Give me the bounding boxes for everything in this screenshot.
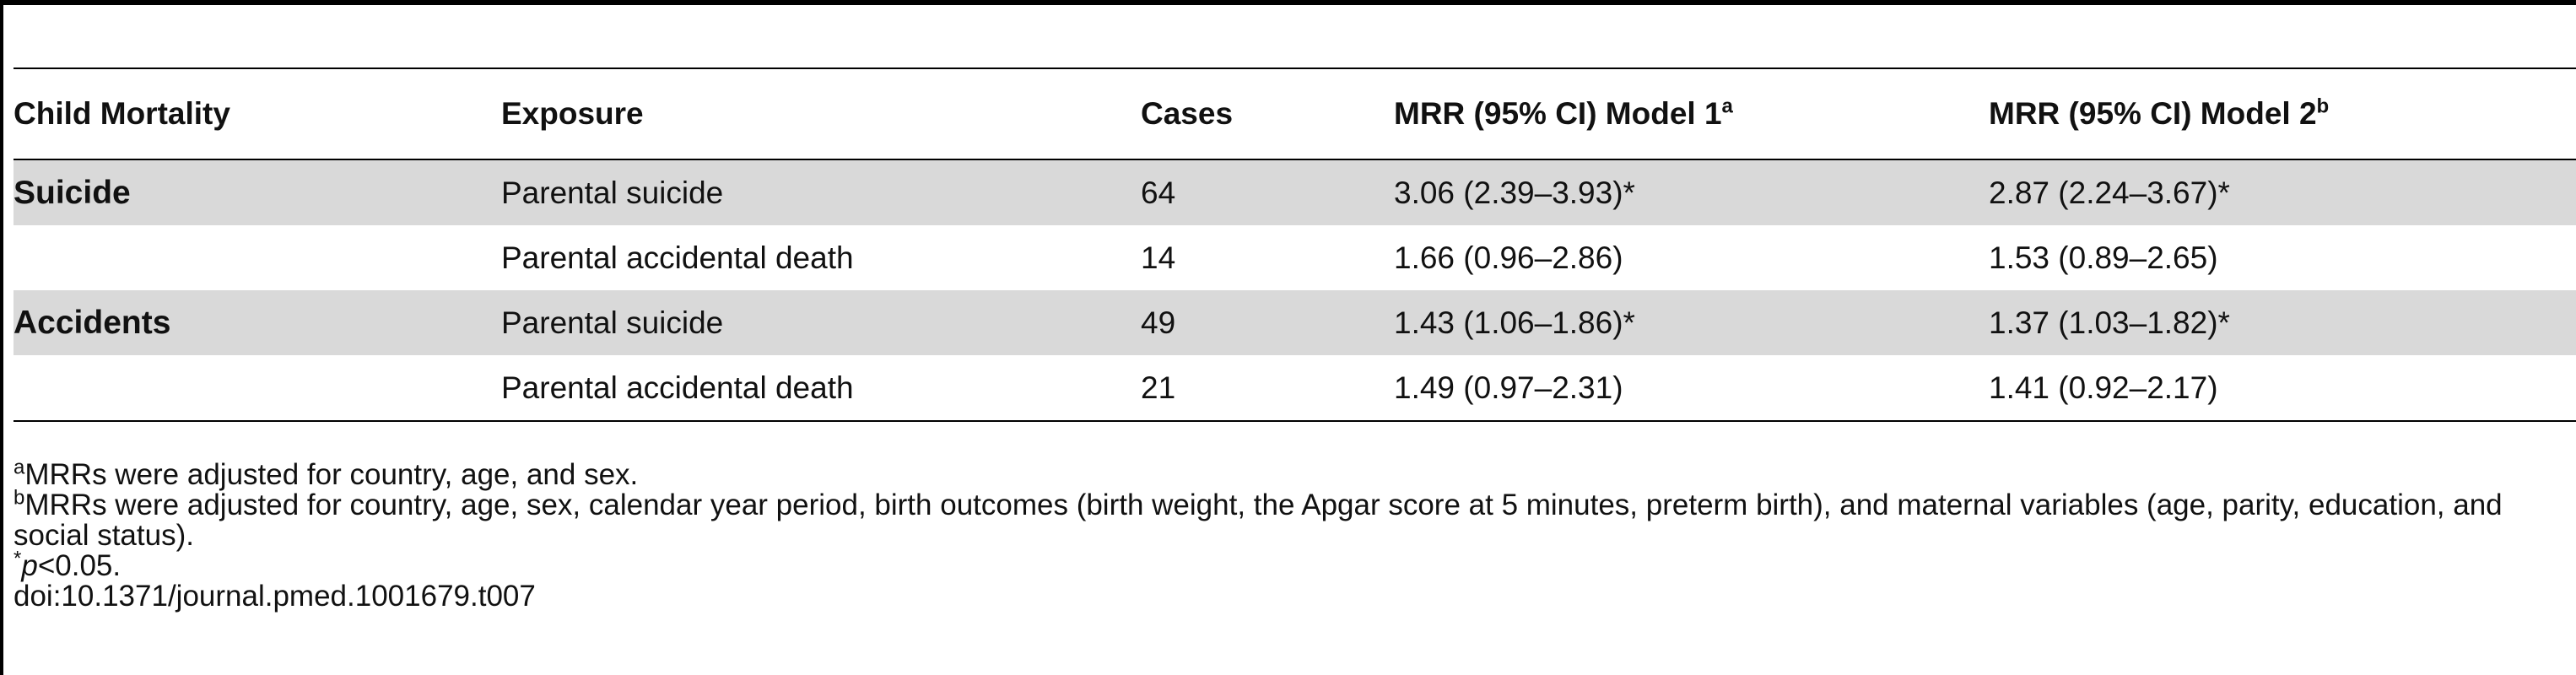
cell-cases: 21 (1141, 355, 1394, 422)
cell-category: Suicide (14, 159, 501, 225)
doi-line: doi:10.1371/journal.pmed.1001679.t007 (14, 580, 536, 613)
header-child-mortality: Child Mortality (14, 68, 501, 160)
table-row: Parental accidental death 21 1.49 (0.97–… (14, 355, 2576, 422)
table-row: Parental accidental death 14 1.66 (0.96–… (14, 225, 2576, 290)
table-row: Suicide Parental suicide 64 3.06 (2.39–3… (14, 159, 2576, 225)
cell-exposure: Parental accidental death (501, 355, 1141, 422)
table-footnotes: aMRRs were adjusted for country, age, an… (14, 457, 2570, 613)
left-border-rule (0, 0, 3, 675)
header-exposure: Exposure (501, 68, 1141, 160)
cell-exposure: Parental suicide (501, 290, 1141, 355)
table-row: Accidents Parental suicide 49 1.43 (1.06… (14, 290, 2576, 355)
footnote-star-marker: * (14, 547, 22, 570)
cell-model-1: 1.43 (1.06–1.86)* (1394, 290, 1989, 355)
footnote-a: aMRRs were adjusted for country, age, an… (14, 457, 2570, 491)
cell-model-2: 1.41 (0.92–2.17) (1989, 355, 2576, 422)
results-table: Child Mortality Exposure Cases MRR (95% … (14, 68, 2576, 422)
cell-model-1: 3.06 (2.39–3.93)* (1394, 159, 1989, 225)
cell-exposure: Parental suicide (501, 159, 1141, 225)
footnote-a-marker: a (14, 456, 25, 479)
cell-category (14, 225, 501, 290)
cell-model-1: 1.49 (0.97–2.31) (1394, 355, 1989, 422)
footnote-b: bMRRs were adjusted for country, age, se… (14, 488, 2570, 552)
top-border-rule (0, 0, 2576, 5)
cell-model-2: 2.87 (2.24–3.67)* (1989, 159, 2576, 225)
header-model-1: MRR (95% CI) Model 1a (1394, 68, 1989, 160)
cell-model-2: 1.37 (1.03–1.82)* (1989, 290, 2576, 355)
cell-exposure: Parental accidental death (501, 240, 854, 275)
footnote-b-marker: b (14, 486, 25, 510)
header-model-1-footnote-marker: a (1721, 94, 1733, 118)
cell-category: Accidents (14, 290, 501, 355)
cell-model-1: 1.66 (0.96–2.86) (1394, 240, 1623, 275)
cell-cases: 49 (1141, 290, 1394, 355)
footnote-a-text: MRRs were adjusted for country, age, and… (24, 458, 639, 491)
cell-cases: 64 (1141, 159, 1394, 225)
header-model-2-footnote-marker: b (2316, 94, 2330, 118)
footnote-significance: *p<0.05. (14, 548, 2570, 582)
cell-category (14, 355, 501, 422)
cell-cases: 14 (1141, 240, 1176, 275)
cell-model-2: 1.53 (0.89–2.65) (1989, 240, 2218, 275)
results-table-container: Child Mortality Exposure Cases MRR (95% … (14, 68, 2576, 422)
footnote-star-text: <0.05. (37, 549, 122, 582)
footnote-b-text: MRRs were adjusted for country, age, sex… (14, 489, 2503, 552)
table-header-row: Child Mortality Exposure Cases MRR (95% … (14, 68, 2576, 160)
header-cases: Cases (1141, 68, 1394, 160)
footnote-p-variable: p (21, 549, 38, 582)
header-model-2: MRR (95% CI) Model 2b (1989, 68, 2576, 160)
